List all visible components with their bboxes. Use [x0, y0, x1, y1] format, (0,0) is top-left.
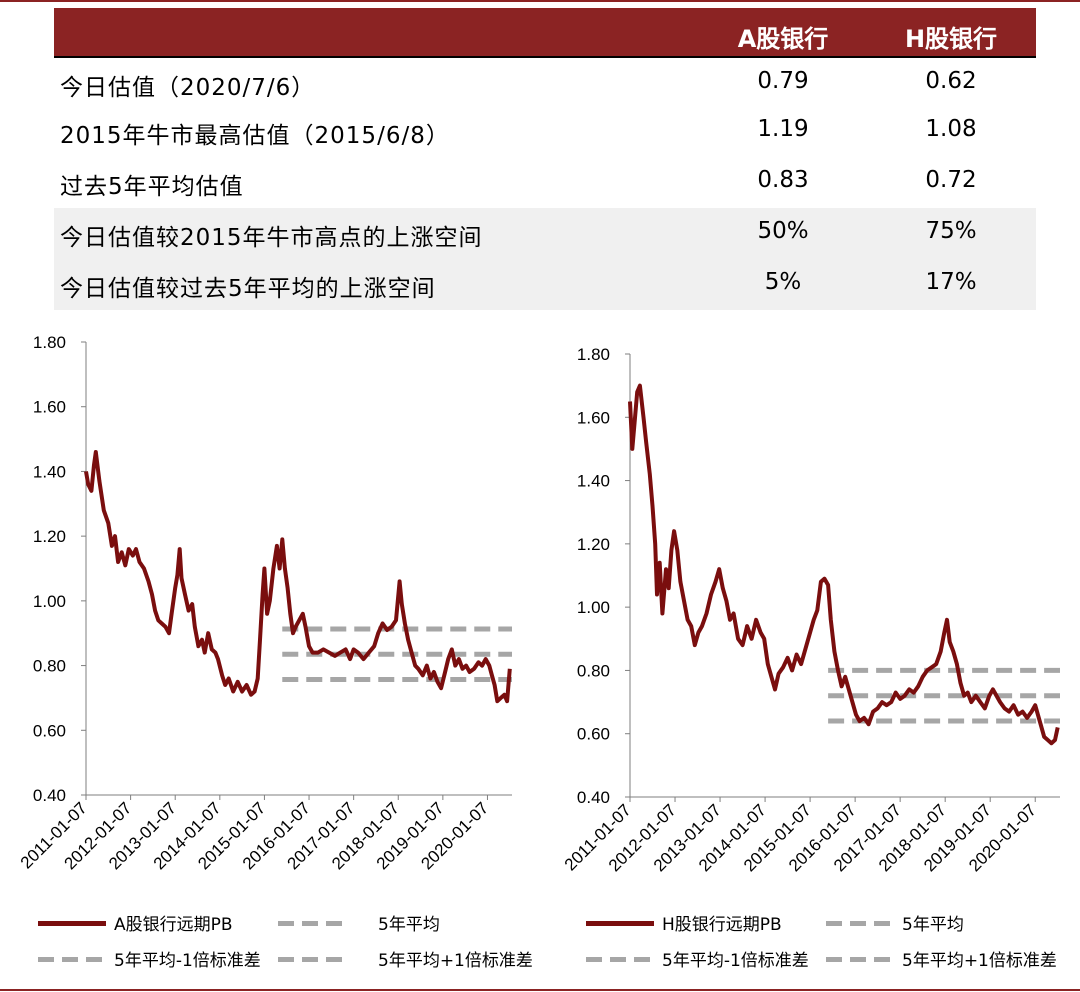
y-tick-label: 1.20 [577, 535, 610, 554]
row-label: 过去5年平均估值 [60, 174, 244, 200]
row-label: 今日估值较过去5年平均的上涨空间 [60, 276, 436, 302]
row-value-h: 1.08 [925, 116, 977, 142]
header-h-share-banks: H股银行 [904, 25, 998, 53]
y-tick-label: 0.40 [33, 786, 66, 805]
legend-swatch-solid [586, 921, 654, 926]
legend-swatch-dash [826, 957, 894, 962]
row-value-h: 0.72 [925, 167, 977, 193]
legend-label: A股银行远期PB [114, 915, 233, 935]
y-tick-label: 1.80 [577, 345, 610, 364]
legend-label: 5年平均-1倍标准差 [662, 951, 809, 971]
legend-label: H股银行远期PB [662, 915, 782, 935]
legend-swatch-solid [38, 921, 106, 926]
y-tick-label: 0.60 [33, 721, 66, 740]
table-row: 过去5年平均估值 0.83 0.72 [54, 157, 1036, 208]
row-value-a: 5% [764, 269, 802, 295]
header-divider [54, 56, 1036, 58]
row-value-a: 0.79 [757, 68, 809, 94]
row-value-h: 75% [925, 218, 977, 244]
row-label: 今日估值较2015年牛市高点的上涨空间 [60, 225, 483, 251]
row-value-h: 17% [925, 269, 977, 295]
table-row: 今日估值较2015年牛市高点的上涨空间 50% 75% [54, 208, 1036, 259]
y-tick-label: 1.40 [577, 472, 610, 491]
row-value-h: 0.62 [925, 68, 977, 94]
legend-swatch-dash [278, 921, 346, 926]
y-tick-label: 1.40 [33, 462, 66, 481]
pb-series-line [84, 450, 512, 704]
legend-swatch-dash [826, 921, 894, 926]
valuation-table: A股银行 H股银行 今日估值（2020/7/6） 0.79 0.62 2015年… [54, 8, 1036, 310]
y-tick-label: 0.80 [33, 657, 66, 676]
table-row: 2015年牛市最高估值（2015/6/8） 1.19 1.08 [54, 106, 1036, 157]
y-tick-label: 1.20 [33, 527, 66, 546]
top-rule [0, 0, 1080, 2]
a-share-legend: A股银行远期PB 5年平均 5年平均-1倍标准差 5年平均+1倍标准差 [38, 912, 538, 972]
a-share-pb-chart: 0.400.600.801.001.201.401.601.802011-01-… [17, 333, 512, 873]
row-value-a: 0.83 [757, 167, 809, 193]
y-tick-label: 1.80 [33, 333, 66, 352]
row-label: 今日估值（2020/7/6） [60, 75, 316, 101]
row-value-a: 1.19 [757, 116, 809, 142]
legend-label: 5年平均 [902, 915, 964, 935]
row-label: 2015年牛市最高估值（2015/6/8） [60, 123, 450, 149]
legend-swatch-dash [278, 957, 346, 962]
y-tick-label: 0.40 [577, 788, 610, 807]
header-a-share-banks: A股银行 [737, 25, 829, 53]
legend-label: 5年平均-1倍标准差 [114, 951, 261, 971]
y-tick-label: 1.60 [33, 398, 66, 417]
legend-label: 5年平均 [378, 915, 440, 935]
y-tick-label: 1.00 [577, 598, 610, 617]
h-share-legend: H股银行远期PB 5年平均 5年平均-1倍标准差 5年平均+1倍标准差 [586, 912, 1076, 972]
legend-swatch-dash [586, 957, 654, 962]
row-value-a: 50% [757, 218, 809, 244]
y-tick-label: 1.60 [577, 408, 610, 427]
legend-label: 5年平均+1倍标准差 [902, 951, 1057, 971]
y-tick-label: 0.60 [577, 725, 610, 744]
legend-swatch-dash [38, 957, 106, 962]
y-tick-label: 0.80 [577, 661, 610, 680]
pb-series-line [628, 383, 1060, 746]
y-tick-label: 1.00 [33, 592, 66, 611]
legend-label: 5年平均+1倍标准差 [378, 951, 533, 971]
table-row: 今日估值（2020/7/6） 0.79 0.62 [54, 58, 1036, 106]
table-row: 今日估值较过去5年平均的上涨空间 5% 17% [54, 259, 1036, 310]
h-share-pb-chart: 0.400.600.801.001.201.401.601.802011-01-… [561, 345, 1060, 875]
bottom-rule [0, 989, 1080, 991]
table-header: A股银行 H股银行 [54, 8, 1036, 56]
